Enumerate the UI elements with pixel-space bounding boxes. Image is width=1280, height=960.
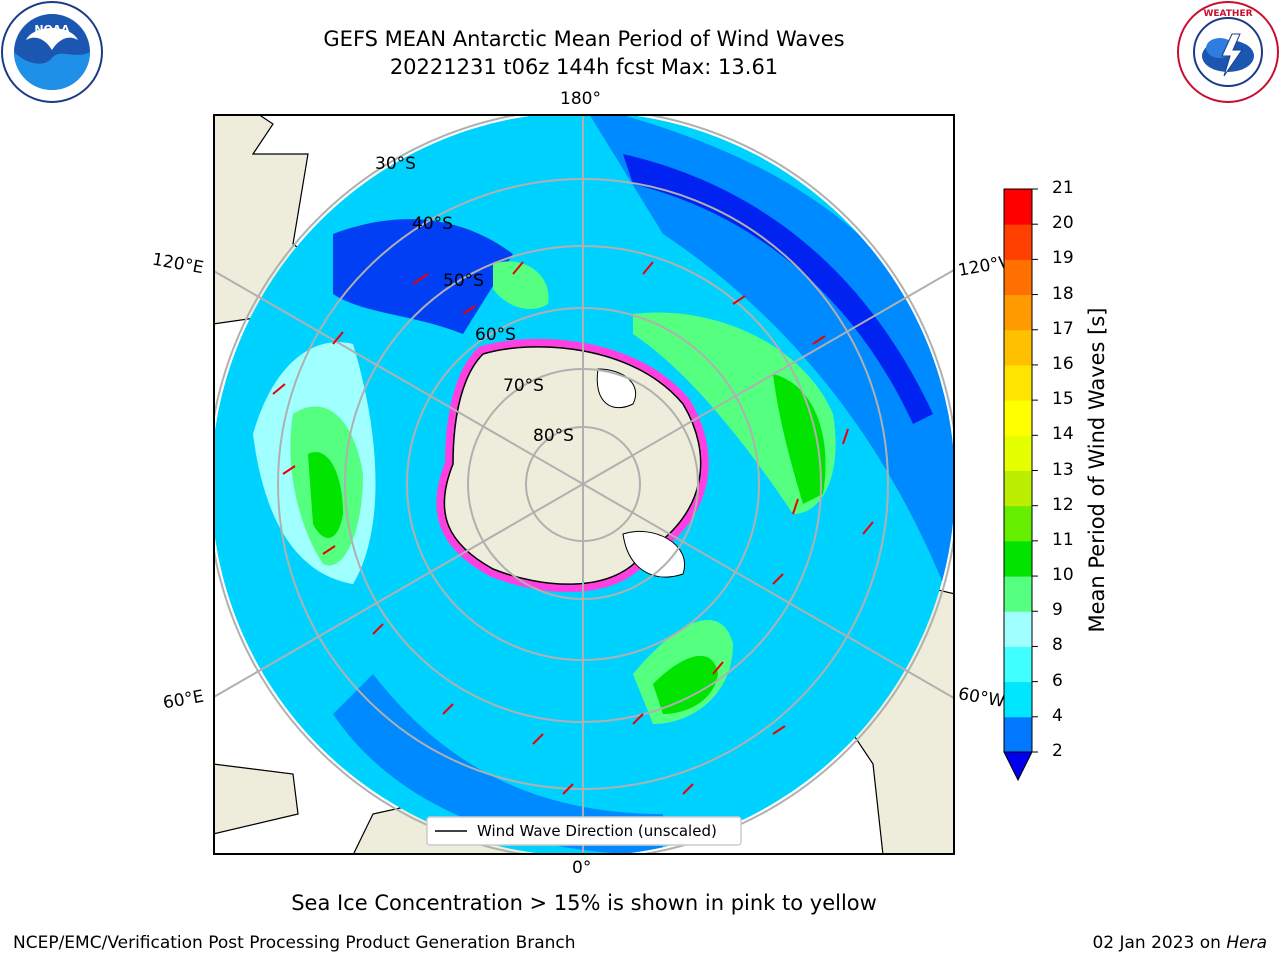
map-title: GEFS MEAN Antarctic Mean Period of Wind …	[323, 27, 845, 51]
colorbar-tick-label: 6	[1052, 670, 1063, 691]
colorbar-tick-label: 14	[1052, 424, 1074, 445]
lat-label-80s: 80°S	[533, 426, 574, 446]
colorbar	[1003, 188, 1038, 782]
colorbar-tick-label: 16	[1052, 353, 1074, 374]
colorbar-tick-label: 11	[1052, 529, 1074, 550]
colorbar-cell	[1004, 611, 1032, 647]
lon-label-180: 180°	[560, 89, 601, 109]
legend-label: Wind Wave Direction (unscaled)	[477, 822, 717, 840]
lat-label-50s: 50°S	[443, 271, 484, 291]
polar-wave-map: Wind Wave Direction (unscaled) 30°S 40°S…	[213, 114, 955, 855]
colorbar-cell	[1004, 646, 1032, 683]
colorbar-cell	[1004, 400, 1032, 436]
colorbar-cell	[1004, 716, 1032, 753]
date-text: 02 Jan 2023 on	[1092, 933, 1227, 953]
colorbar-tick-label: 10	[1052, 565, 1074, 586]
colorbar-cell	[1004, 364, 1032, 401]
colorbar-cell	[1004, 224, 1032, 260]
colorbar-cell	[1004, 294, 1032, 331]
colorbar-tick-label: 8	[1052, 635, 1063, 656]
colorbar-under-triangle	[1003, 751, 1033, 782]
lat-label-30s: 30°S	[375, 154, 416, 174]
colorbar-label: Mean Period of Wind Waves [s]	[1085, 307, 1109, 633]
colorbar-tick-label: 21	[1052, 178, 1074, 198]
colorbar-tick-label: 18	[1052, 283, 1074, 304]
lon-label-120e: 120°E	[150, 249, 206, 279]
colorbar-cell	[1004, 189, 1032, 225]
lon-label-0: 0°	[572, 858, 592, 878]
date-line: 02 Jan 2023 on Hera	[1092, 933, 1267, 953]
lat-label-60s: 60°S	[475, 325, 516, 345]
map-subtitle: 20221231 t06z 144h fcst Max: 13.61	[389, 55, 779, 79]
colorbar-tick-label: 2	[1052, 741, 1063, 761]
colorbar-tick-label: 9	[1052, 600, 1063, 621]
noaa-logo: NOAA	[1, 1, 103, 103]
colorbar-tick-label: 15	[1052, 389, 1074, 410]
colorbar-cell	[1004, 329, 1032, 366]
lon-label-60e: 60°E	[161, 686, 206, 714]
credit-line: NCEP/EMC/Verification Post Processing Pr…	[13, 933, 576, 953]
colorbar-cell	[1004, 540, 1032, 577]
colorbar-cell	[1004, 576, 1032, 612]
colorbar-tick-label: 17	[1052, 318, 1074, 339]
lat-label-70s: 70°S	[503, 376, 544, 396]
colorbar-tick-label: 4	[1052, 705, 1063, 726]
graticule	[213, 114, 955, 855]
colorbar-cell	[1004, 505, 1032, 542]
sea-ice-note: Sea Ice Concentration > 15% is shown in …	[291, 891, 877, 915]
colorbar-cell	[1004, 681, 1032, 718]
colorbar-tick-label: 12	[1052, 494, 1074, 515]
colorbar-tick-label: 20	[1052, 213, 1074, 234]
antarctica	[436, 338, 709, 593]
colorbar-cell	[1004, 435, 1032, 471]
arrow-legend: Wind Wave Direction (unscaled)	[426, 816, 742, 846]
svg-text:WEATHER: WEATHER	[1203, 9, 1252, 19]
colorbar-tick-label: 13	[1052, 459, 1074, 480]
nws-logo: WEATHER	[1177, 1, 1279, 103]
wave-direction-arrows	[272, 261, 874, 795]
colorbar-cell	[1004, 259, 1032, 296]
lat-label-40s: 40°S	[412, 214, 453, 234]
svg-text:NOAA: NOAA	[34, 23, 70, 36]
host-name: Hera	[1226, 933, 1267, 953]
colorbar-cell	[1004, 470, 1032, 507]
colorbar-tick-label: 19	[1052, 248, 1074, 269]
